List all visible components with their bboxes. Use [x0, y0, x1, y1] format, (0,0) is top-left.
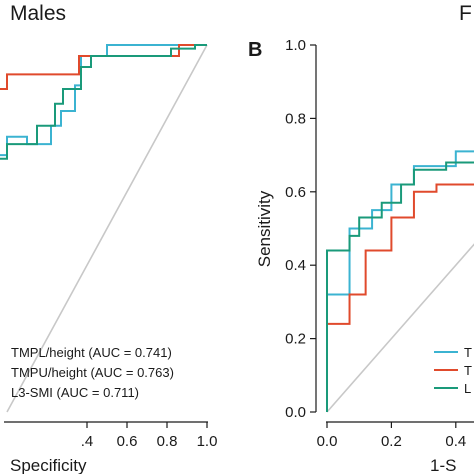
reference-diagonal-males	[6, 44, 208, 413]
x-tick-label: 1.0	[197, 433, 218, 450]
legend-males: TMPL/height (AUC = 0.741) TMPU/height (A…	[11, 345, 174, 400]
x-tick-label: .4	[81, 433, 94, 450]
roc-curve	[326, 183, 474, 412]
legend-females: TTL	[434, 345, 472, 396]
y-tick-label: 1.0	[285, 37, 306, 54]
y-axis-label-females: Sensitivity	[255, 190, 274, 267]
x-axis-label-males: Specificity	[10, 456, 87, 474]
roc-curve	[0, 44, 207, 160]
legend-entry-tmpu: TMPU/height (AUC = 0.763)	[11, 365, 174, 380]
x-ticks-males: .4 0.6 0.8 1.0	[81, 422, 218, 450]
y-ticks-females: 0.0 0.2 0.4 0.6 0.8 1.0	[285, 37, 316, 421]
x-axis-label-females: 1-S	[430, 456, 456, 474]
chart-title-males: Males	[10, 2, 66, 25]
chart-title-females: F	[459, 2, 472, 25]
legend-entry-tmpl: TMPL/height (AUC = 0.741)	[11, 345, 172, 360]
panel-label-b: B	[248, 39, 262, 61]
x-tick-label: 0.8	[157, 433, 178, 450]
x-tick-label: 0.0	[317, 433, 338, 450]
x-tick-label: 0.6	[117, 433, 138, 450]
reference-diagonal-females	[326, 243, 474, 413]
x-ticks-females: 0.0 0.2 0.4	[317, 422, 466, 450]
legend-entry: T	[464, 363, 472, 378]
legend-entry-l3smi: L3-SMI (AUC = 0.711)	[11, 385, 139, 400]
y-tick-label: 0.8	[285, 110, 306, 127]
legend-entry: L	[464, 381, 471, 396]
y-tick-label: 0.2	[285, 331, 306, 348]
panel-females: F B 0.0 0.2 0.4 0.6 0.8 1.0 0.0 0.2 0.4 Sensiti…	[248, 2, 474, 474]
panel-males: Males .4 0.6 0.8 1.0 Specificity TMPL/heigh…	[0, 2, 217, 474]
y-tick-label: 0.4	[285, 257, 306, 274]
y-tick-label: 0.0	[285, 404, 306, 421]
roc-curve	[0, 44, 207, 91]
roc-curve	[326, 150, 474, 412]
roc-curve	[0, 44, 207, 157]
legend-entry: T	[464, 345, 472, 360]
x-tick-label: 0.2	[381, 433, 402, 450]
roc-curves-females	[326, 150, 474, 412]
roc-curves-males	[0, 44, 207, 160]
roc-curve	[326, 161, 474, 412]
y-tick-label: 0.6	[285, 184, 306, 201]
x-tick-label: 0.4	[445, 433, 466, 450]
